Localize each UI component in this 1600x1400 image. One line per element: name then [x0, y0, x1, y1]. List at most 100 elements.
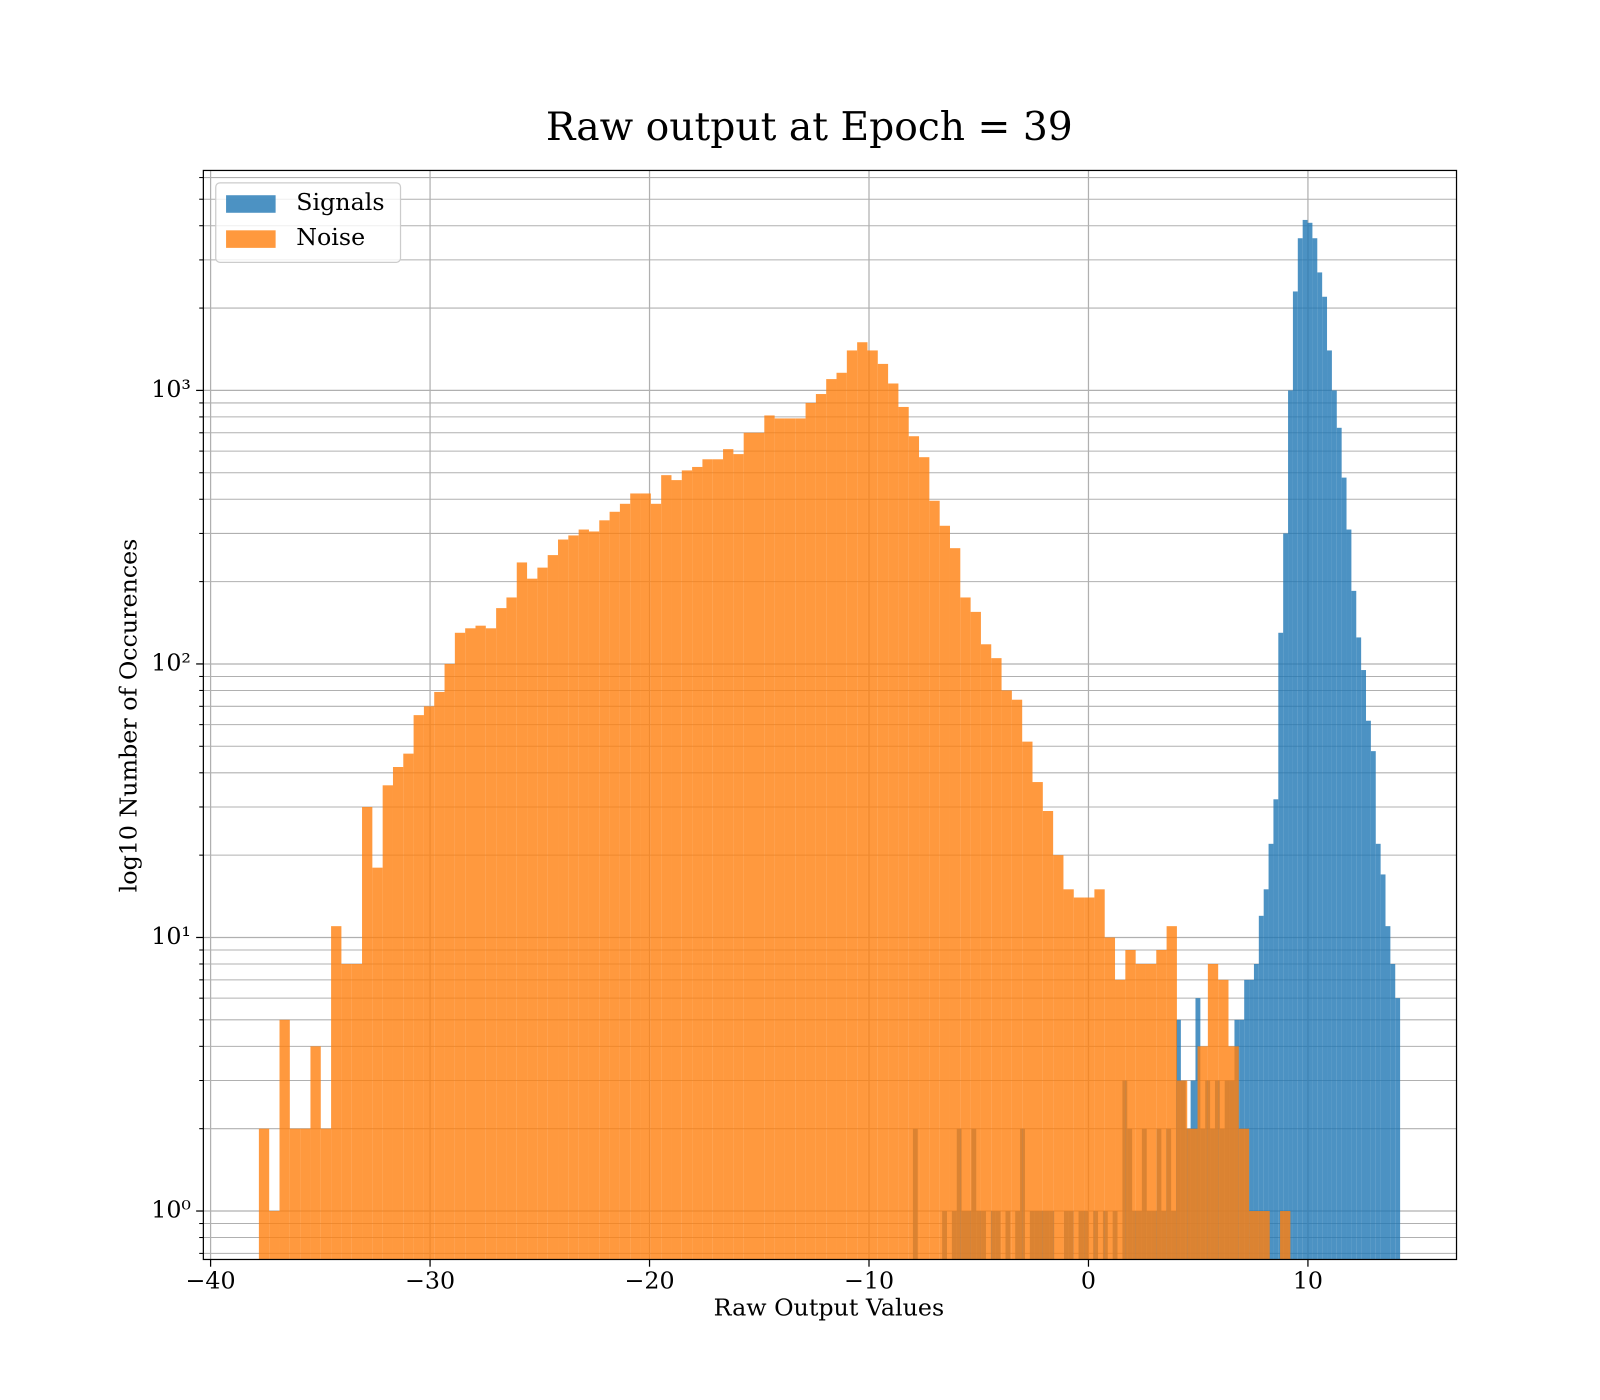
- bar: [1135, 963, 1146, 1260]
- bar: [1312, 238, 1318, 1260]
- bar: [1249, 979, 1254, 1260]
- bar: [681, 470, 693, 1260]
- bar: [919, 457, 930, 1260]
- bar: [1022, 741, 1033, 1260]
- bar: [1042, 811, 1054, 1260]
- bar: [1253, 963, 1259, 1260]
- bar: [991, 658, 1002, 1260]
- y-tick-label: 10¹: [151, 922, 191, 950]
- bar: [1145, 963, 1157, 1260]
- bar: [331, 926, 342, 1260]
- bar: [568, 535, 579, 1260]
- bar: [980, 644, 992, 1260]
- bar: [1346, 529, 1352, 1260]
- bar: [1053, 855, 1064, 1260]
- bar: [939, 525, 950, 1260]
- bar: [1366, 720, 1371, 1260]
- bar: [1187, 1128, 1198, 1260]
- bar: [1280, 1211, 1291, 1260]
- bar: [423, 706, 435, 1260]
- legend-label: Noise: [296, 223, 365, 251]
- x-tick-label: −30: [405, 1267, 455, 1295]
- bar: [692, 466, 703, 1260]
- bar: [372, 867, 383, 1260]
- bar: [516, 562, 528, 1260]
- bar: [671, 480, 682, 1260]
- bar: [650, 503, 662, 1260]
- bar: [1356, 637, 1362, 1260]
- bar: [712, 459, 724, 1260]
- bar: [1302, 219, 1308, 1260]
- bar: [258, 1128, 270, 1260]
- bar: [908, 436, 920, 1260]
- bar: [784, 418, 796, 1260]
- x-tick-label: 10: [1293, 1267, 1323, 1295]
- bar: [1249, 1211, 1260, 1260]
- y-tick-label: 10⁰: [151, 1196, 191, 1224]
- x-tick-label: −40: [186, 1267, 236, 1295]
- bar: [960, 597, 971, 1260]
- bar: [1197, 1046, 1208, 1260]
- bar: [1336, 427, 1342, 1260]
- bar: [1125, 949, 1136, 1260]
- bar: [805, 402, 816, 1260]
- bar: [1292, 291, 1298, 1260]
- bar: [826, 379, 837, 1260]
- bar: [661, 475, 672, 1260]
- bar: [1341, 477, 1347, 1260]
- bar: [774, 418, 785, 1260]
- bar: [320, 1128, 332, 1260]
- bar: [269, 1211, 280, 1260]
- x-tick-label: −20: [624, 1267, 674, 1295]
- bar: [1073, 897, 1085, 1260]
- bar: [578, 529, 589, 1260]
- bar: [1001, 690, 1012, 1260]
- bar: [1244, 979, 1250, 1260]
- bar: [857, 342, 868, 1260]
- bar: [1115, 979, 1126, 1260]
- bar: [341, 963, 352, 1260]
- bar: [702, 459, 713, 1260]
- bar: [640, 493, 651, 1260]
- bar: [1268, 843, 1274, 1260]
- bar: [444, 663, 455, 1260]
- bar: [1259, 1211, 1270, 1260]
- legend-label: Signals: [296, 188, 384, 216]
- bar: [475, 625, 486, 1260]
- legend-swatch: [226, 195, 276, 213]
- bar: [1218, 979, 1229, 1260]
- bar: [1327, 350, 1332, 1260]
- bar: [1156, 949, 1167, 1260]
- bar: [300, 1128, 311, 1260]
- bar: [1288, 390, 1293, 1260]
- bar: [723, 449, 734, 1260]
- bar: [753, 432, 765, 1260]
- bar: [1063, 889, 1074, 1260]
- bar: [1283, 533, 1289, 1260]
- bars: [258, 219, 1401, 1260]
- bar: [795, 418, 806, 1260]
- bar: [1166, 926, 1177, 1260]
- y-tick-label: 10³: [151, 375, 191, 403]
- bar: [888, 383, 899, 1260]
- axes: 10⁰ 10¹ 10² 10³ −40 −30 −20 −10 0 10: [151, 169, 1458, 1295]
- bar: [846, 350, 858, 1260]
- bar: [1375, 843, 1381, 1260]
- bar: [599, 520, 610, 1260]
- bar: [877, 363, 889, 1260]
- bar: [619, 503, 631, 1260]
- bar: [1273, 799, 1279, 1260]
- bar: [764, 415, 775, 1260]
- bar: [1307, 222, 1313, 1260]
- bar: [1370, 751, 1376, 1260]
- bar: [413, 715, 424, 1260]
- bar: [392, 767, 404, 1260]
- bar: [733, 454, 744, 1260]
- chart-title: Raw output at Epoch = 39: [546, 105, 1073, 150]
- bar: [537, 567, 548, 1260]
- bar: [1317, 272, 1323, 1260]
- bar: [1322, 296, 1328, 1260]
- plot-frame: [202, 169, 1458, 1261]
- x-tick-label: −10: [844, 1267, 894, 1295]
